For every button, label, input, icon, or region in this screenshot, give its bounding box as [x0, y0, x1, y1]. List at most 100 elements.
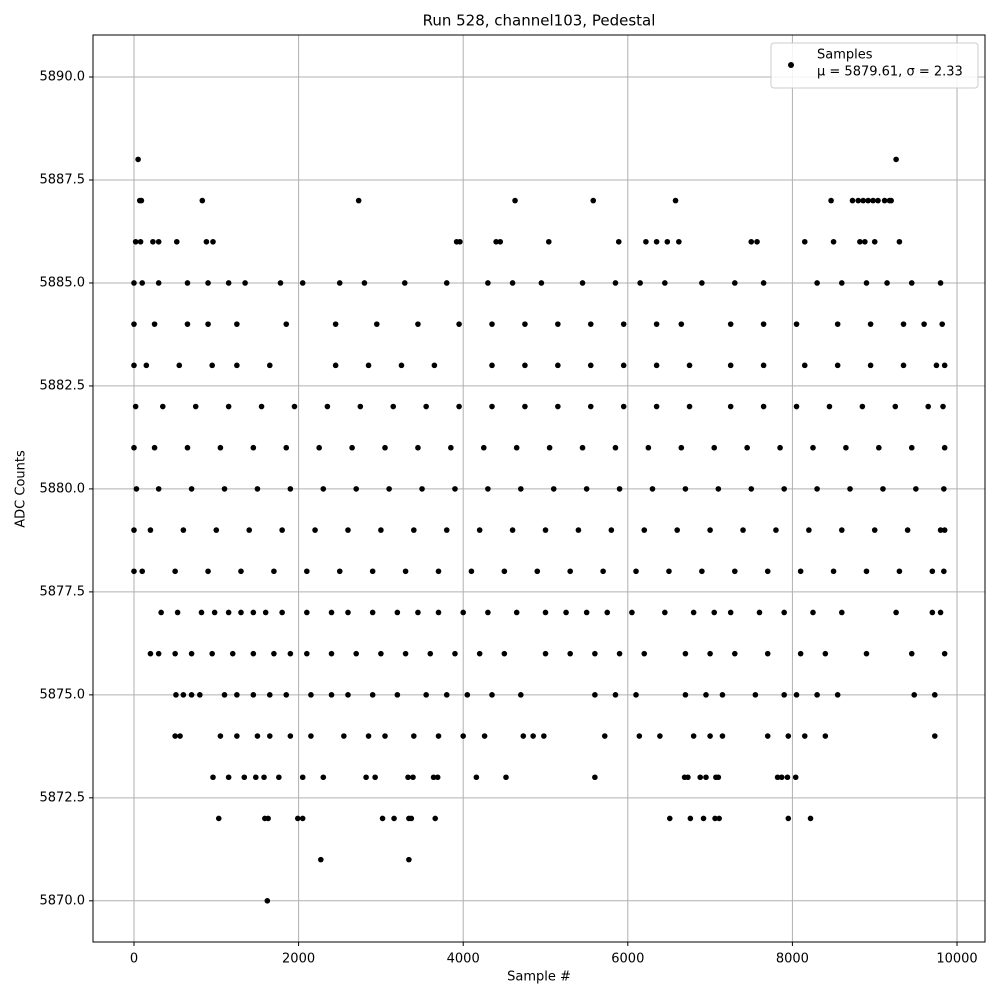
data-point — [520, 733, 527, 739]
data-point — [143, 362, 150, 369]
data-point — [810, 609, 816, 616]
data-point — [797, 650, 804, 657]
data-point — [830, 568, 837, 575]
data-point — [678, 444, 685, 451]
data-point — [756, 609, 763, 616]
data-point — [355, 197, 362, 204]
data-point — [415, 609, 421, 616]
y-tick-label: 5890.0 — [40, 70, 86, 85]
data-point — [939, 321, 946, 327]
data-point — [250, 609, 257, 616]
data-point — [672, 197, 679, 204]
data-point — [546, 444, 553, 451]
data-point — [933, 362, 940, 369]
data-point — [700, 815, 707, 822]
data-point — [147, 527, 154, 533]
data-point — [132, 403, 139, 410]
data-point — [612, 280, 619, 286]
data-point — [929, 609, 936, 616]
data-point — [715, 486, 722, 492]
data-point — [493, 238, 499, 245]
data-point — [151, 321, 158, 327]
data-point — [452, 486, 458, 492]
data-point — [357, 403, 364, 410]
data-point — [172, 733, 178, 739]
data-point — [373, 321, 380, 327]
data-point — [476, 527, 483, 533]
data-point — [316, 444, 322, 451]
data-point — [456, 321, 462, 327]
data-point — [707, 650, 713, 657]
data-point — [686, 362, 693, 369]
legend-note: μ = 5879.61, σ = 2.33 — [817, 65, 963, 80]
data-point — [760, 280, 767, 286]
data-point — [308, 733, 314, 739]
data-point — [210, 774, 216, 781]
data-point — [682, 692, 689, 698]
data-point — [792, 774, 799, 781]
data-point — [830, 238, 837, 245]
data-point — [860, 197, 866, 204]
data-point — [430, 774, 437, 781]
data-point — [481, 733, 488, 739]
data-point — [209, 650, 215, 657]
data-point — [857, 238, 863, 245]
data-point — [867, 362, 874, 369]
data-point — [283, 321, 290, 327]
data-point — [299, 280, 306, 286]
data-point — [534, 568, 541, 575]
data-point — [131, 527, 137, 533]
data-point — [443, 527, 450, 533]
data-point — [641, 650, 648, 657]
data-point — [637, 280, 643, 286]
data-point — [372, 774, 378, 781]
data-point — [460, 609, 466, 616]
data-point — [391, 815, 397, 822]
data-point — [131, 321, 137, 327]
data-point — [822, 650, 829, 657]
data-point — [941, 527, 948, 533]
data-point — [587, 403, 594, 410]
data-point — [139, 280, 146, 286]
data-point — [308, 692, 314, 698]
data-point — [567, 568, 573, 575]
data-point — [287, 650, 294, 657]
data-point — [131, 280, 137, 286]
data-point — [542, 650, 549, 657]
data-point — [764, 650, 771, 657]
data-point — [719, 733, 726, 739]
data-point — [801, 238, 808, 245]
data-point — [793, 692, 800, 698]
data-point — [513, 444, 520, 451]
data-point — [826, 403, 833, 410]
data-point — [485, 280, 491, 286]
data-point — [579, 444, 586, 451]
data-point — [764, 733, 771, 739]
data-point — [592, 774, 598, 781]
data-point — [870, 197, 876, 204]
data-point — [715, 774, 722, 781]
y-tick-label: 5877.5 — [40, 584, 86, 599]
data-point — [203, 238, 210, 245]
data-point — [411, 527, 417, 533]
data-point — [592, 650, 598, 657]
data-point — [265, 815, 271, 822]
data-point — [345, 609, 351, 616]
data-point — [180, 692, 187, 698]
data-point — [386, 486, 392, 492]
data-point — [893, 609, 899, 616]
data-point — [575, 527, 582, 533]
data-point — [192, 403, 199, 410]
data-point — [666, 568, 672, 575]
data-point — [615, 238, 622, 245]
x-tick-label: 4000 — [447, 952, 480, 967]
data-point — [643, 238, 649, 245]
data-point — [234, 321, 240, 327]
y-tick-label: 5872.5 — [40, 790, 86, 805]
data-point — [369, 692, 376, 698]
data-point — [645, 444, 652, 451]
data-point — [221, 486, 228, 492]
data-point — [752, 692, 759, 698]
data-point — [176, 362, 183, 369]
x-tick-label: 10000 — [936, 952, 977, 967]
